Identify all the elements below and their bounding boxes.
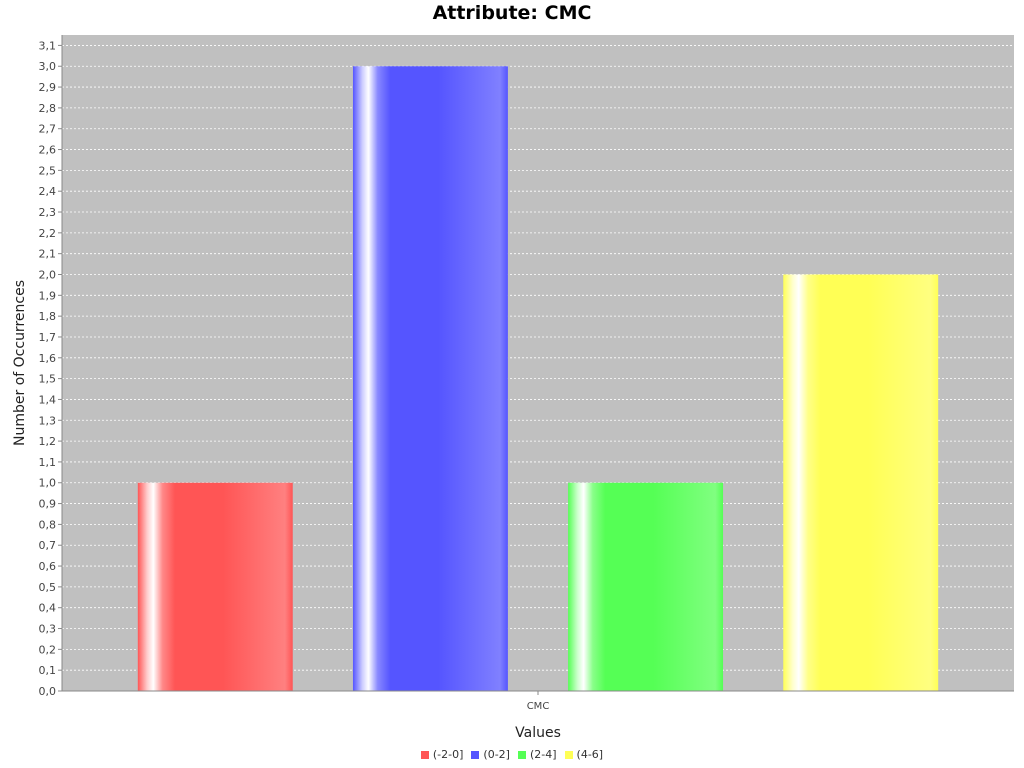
y-tick-label: 1,7 <box>39 331 57 344</box>
y-tick-label: 0,4 <box>39 602 57 615</box>
y-tick-label: 2,7 <box>39 123 57 136</box>
legend-item: (4-6] <box>564 748 604 761</box>
y-tick-label: 1,9 <box>39 289 57 302</box>
y-tick-label: 2,1 <box>39 248 57 261</box>
bars <box>137 66 939 691</box>
y-tick-label: 2,6 <box>39 144 57 157</box>
y-tick-label: 0,6 <box>39 560 57 573</box>
y-tick-label: 0,5 <box>39 581 57 594</box>
y-tick-label: 2,0 <box>39 268 57 281</box>
legend-label: (2-4] <box>529 748 557 761</box>
bar-(2-4] <box>568 482 724 691</box>
chart-title: Attribute: CMC <box>432 2 592 24</box>
y-tick-label: 1,8 <box>39 310 57 323</box>
bar-(4-6] <box>783 274 939 691</box>
y-tick-label: 2,3 <box>39 206 57 219</box>
legend-swatch <box>471 750 480 759</box>
legend-item: (0-2] <box>471 748 510 761</box>
y-tick-label: 0,3 <box>39 623 57 636</box>
y-tick-label: 0,7 <box>39 539 57 552</box>
y-tick-label: 2,4 <box>39 185 57 198</box>
y-tick-label: 3,0 <box>39 60 57 73</box>
y-tick-label: 1,0 <box>39 477 57 490</box>
legend: (-2-0] (0-2] (2-4] (4-6] <box>0 748 1024 761</box>
y-tick-label: 0,0 <box>39 685 57 698</box>
legend-swatch <box>420 750 429 759</box>
legend-swatch <box>564 750 573 759</box>
y-tick-label: 0,9 <box>39 498 57 511</box>
bar-(0-2] <box>352 66 508 691</box>
bar-(-2-0] <box>137 482 293 691</box>
axes: 0,0 0,1 0,2 0,3 0,4 0,5 0,6 0,7 0,8 0,9 1,0 1,1 1,2 1… <box>39 35 1014 712</box>
y-tick-label: 1,2 <box>39 435 57 448</box>
legend-label: (4-6] <box>576 748 604 761</box>
y-tick-label: 0,8 <box>39 518 57 531</box>
y-tick-label: 0,1 <box>39 664 57 677</box>
legend-item: (2-4] <box>517 748 557 761</box>
y-tick-label: 1,4 <box>39 393 57 406</box>
x-axis-title: Values <box>515 725 561 741</box>
y-tick-label: 3,1 <box>39 39 57 52</box>
legend-label: (-2-0] <box>432 748 464 761</box>
y-tick-label: 1,3 <box>39 414 57 427</box>
legend-label: (0-2] <box>483 748 510 761</box>
y-tick-label: 2,5 <box>39 164 57 177</box>
y-axis-title: Number of Occurrences <box>12 280 28 446</box>
legend-swatch <box>517 750 526 759</box>
y-tick-label: 2,2 <box>39 227 57 240</box>
y-tick-label: 0,2 <box>39 643 57 656</box>
y-tick-label: 2,8 <box>39 102 57 115</box>
y-tick-label: 2,9 <box>39 81 57 94</box>
y-tick-label: 1,5 <box>39 373 57 386</box>
x-category-label: CMC <box>527 701 550 712</box>
y-tick-label: 1,6 <box>39 352 57 365</box>
legend-item: (-2-0] <box>420 748 464 761</box>
y-tick-label: 1,1 <box>39 456 57 469</box>
